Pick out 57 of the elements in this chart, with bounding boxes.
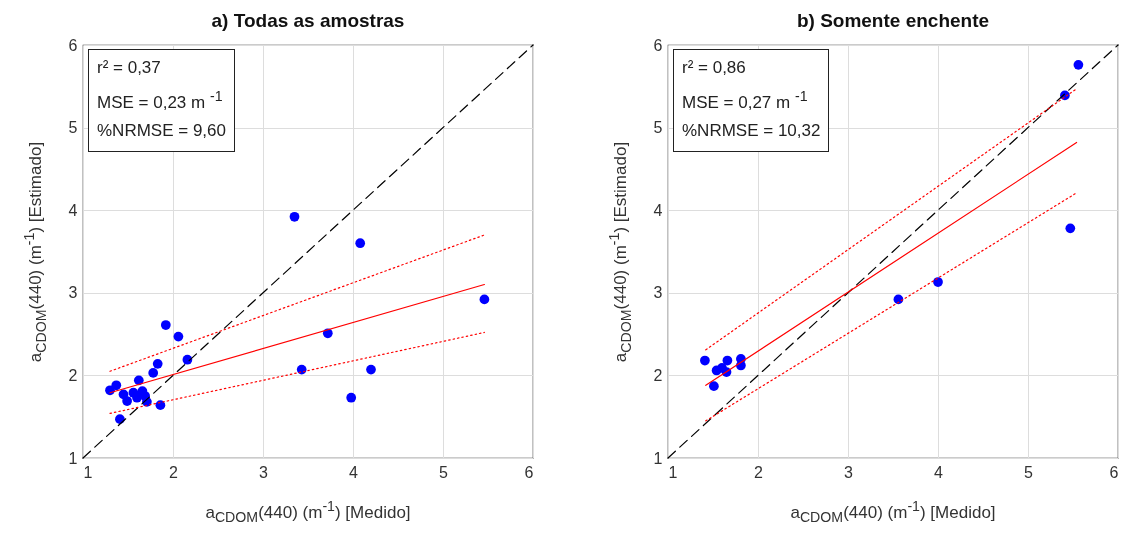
point: [933, 277, 943, 287]
y-tick-label: 5: [68, 119, 78, 137]
x-tick-label: 4: [349, 463, 359, 481]
x-tick-label: 4: [934, 463, 944, 481]
point: [173, 331, 184, 342]
point: [160, 320, 171, 330]
point: [709, 381, 719, 391]
y-tick-label: 4: [653, 201, 663, 219]
chart-title: b) Somente enchente: [796, 10, 990, 31]
x-axis-title: a$_{CDOM}$(440) (m$^{-1}$) [Medido]: [790, 498, 996, 526]
x-tick-label: 2: [754, 463, 764, 481]
point: [155, 400, 166, 410]
y-tick-label: 4: [68, 201, 78, 219]
x-tick-label: 3: [844, 463, 854, 481]
y-tick-label: 6: [68, 36, 78, 54]
point: [148, 368, 159, 378]
point: [289, 211, 300, 222]
x-tick-label: 3: [259, 463, 269, 481]
x-tick-label: 2: [169, 463, 179, 481]
annotation: %NRMSE = 10,32: [682, 119, 821, 142]
annotation: MSE = 0,27 m $^{-1}$: [682, 87, 809, 114]
point: [700, 355, 710, 366]
point: [105, 385, 115, 396]
point: [152, 358, 163, 369]
annotation: r² = 0,37: [97, 57, 162, 79]
annotation-box: r² = 0,86 MSE = 0,27 m $^{-1}$ %NRMSE = 10,32: [673, 49, 830, 152]
annotation-box: r² = 0,37 MSE = 0,23 m $^{-1}$ %NRMSE = 9,60: [88, 49, 235, 152]
x-tick-label: 6: [1109, 463, 1119, 481]
point: [717, 363, 727, 373]
y-tick-label: 2: [653, 366, 663, 384]
x-tick-label: 1: [668, 463, 678, 481]
point: [1065, 223, 1076, 234]
x-tick-label: 6: [524, 463, 534, 481]
y-tick-label: 1: [68, 449, 78, 467]
point: [132, 392, 142, 403]
x-tick-label: 5: [1024, 463, 1034, 481]
point: [346, 392, 357, 403]
point: [355, 238, 366, 249]
point: [111, 380, 122, 391]
y-tick-label: 1: [653, 449, 663, 467]
point: [118, 389, 129, 400]
y-tick-label: 3: [653, 284, 663, 302]
annotation: MSE = 0,23 m $^{-1}$: [97, 87, 224, 114]
annotation: r² = 0,86: [682, 57, 747, 79]
x-tick-label: 5: [439, 463, 449, 481]
point: [722, 355, 733, 366]
chart-title: a) Todas as amostras: [211, 10, 405, 31]
x-axis-title: a$_{CDOM}$(440) (m$^{-1}$) [Medido]: [205, 498, 411, 526]
y-tick-label: 6: [653, 36, 663, 54]
point: [366, 364, 376, 375]
annotation: %NRMSE = 9,60: [97, 119, 226, 142]
y-tick-label: 2: [68, 366, 78, 384]
point: [1073, 59, 1084, 70]
y-tick-label: 3: [68, 284, 78, 302]
x-tick-label: 1: [83, 463, 93, 481]
y-tick-label: 5: [653, 119, 663, 137]
point: [479, 294, 490, 305]
